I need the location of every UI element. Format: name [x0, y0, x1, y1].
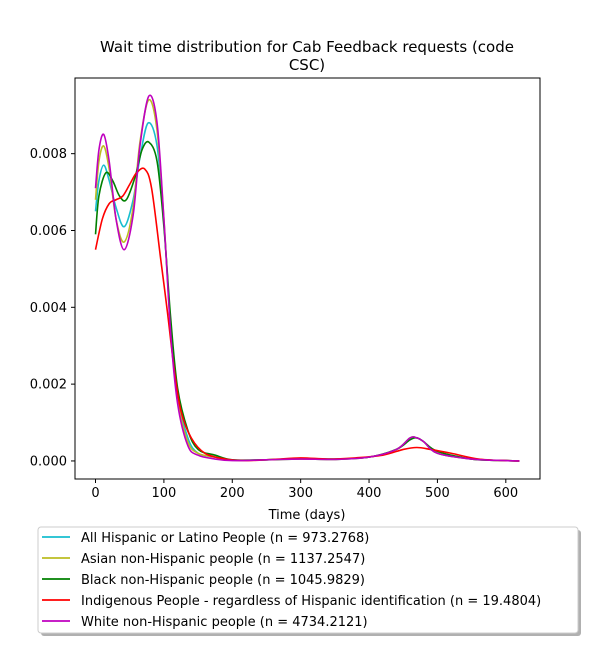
- legend-label-2: Black non-Hispanic people (n = 1045.9829…: [81, 573, 365, 588]
- x-tick-label: 0: [91, 486, 99, 501]
- legend-entries: All Hispanic or Latino People (n = 973.2…: [42, 531, 541, 630]
- y-tick-label: 0.006: [30, 224, 67, 239]
- chart-title-line-2: CSC): [289, 56, 325, 74]
- y-tick-label: 0.002: [30, 378, 67, 393]
- y-tick-label: 0.008: [30, 147, 67, 162]
- legend-label-4: White non-Hispanic people (n = 4734.2121…: [81, 615, 368, 630]
- legend-box: [37, 526, 579, 634]
- x-tick-label: 300: [288, 486, 313, 501]
- x-tick-label: 400: [357, 486, 382, 501]
- plot-frame: [74, 77, 541, 480]
- x-tick-label: 100: [151, 486, 176, 501]
- legend: All Hispanic or Latino People (n = 973.2…: [37, 526, 581, 636]
- legend-label-1: Asian non-Hispanic people (n = 1137.2547…: [81, 552, 365, 567]
- x-tick-label: 500: [425, 486, 450, 501]
- x-tick-label: 600: [493, 486, 518, 501]
- x-axis: 0 100 200 300 400 500 600: [91, 479, 518, 501]
- legend-label-3: Indigenous People - regardless of Hispan…: [81, 594, 541, 609]
- y-axis: 0.000 0.002 0.004 0.006 0.008: [30, 147, 75, 469]
- chart-title-line-1: Wait time distribution for Cab Feedback …: [100, 38, 514, 56]
- series-line-3: [94, 167, 520, 462]
- plot-series: [94, 94, 520, 462]
- y-tick-label: 0.000: [30, 454, 67, 469]
- legend-label-0: All Hispanic or Latino People (n = 973.2…: [81, 531, 369, 546]
- series-line-2: [94, 140, 520, 462]
- series-line-4: [94, 94, 520, 462]
- x-axis-label: Time (days): [268, 508, 346, 523]
- x-tick-label: 200: [220, 486, 245, 501]
- y-tick-label: 0.004: [30, 301, 67, 316]
